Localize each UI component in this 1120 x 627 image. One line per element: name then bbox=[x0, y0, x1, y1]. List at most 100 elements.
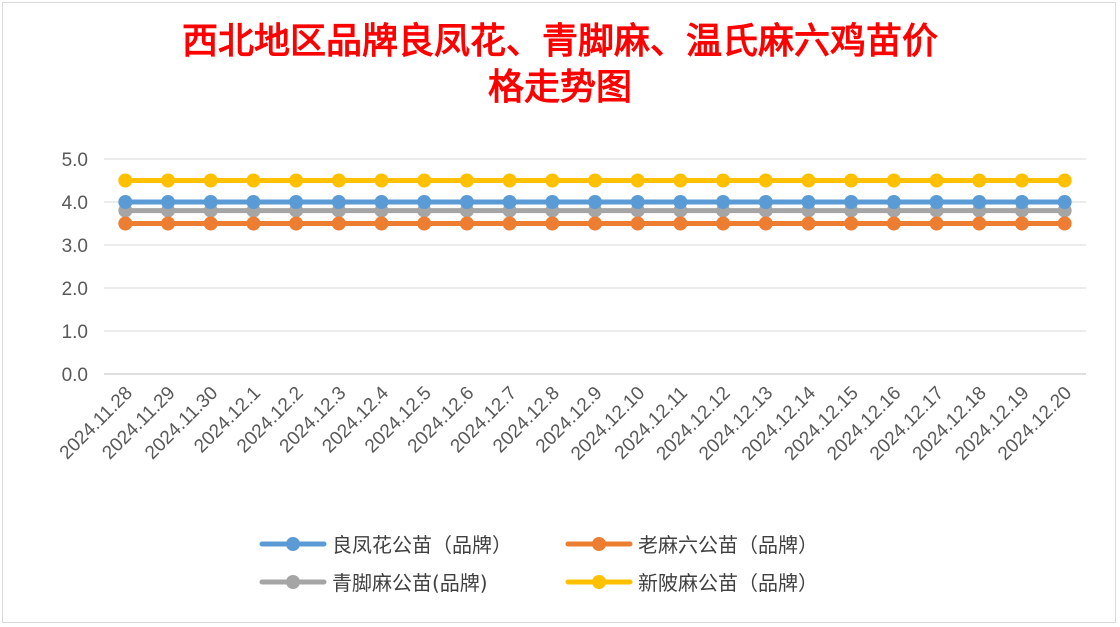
series-4 bbox=[118, 173, 1072, 188]
data-point bbox=[801, 195, 816, 209]
data-point bbox=[203, 173, 218, 188]
data-point bbox=[118, 173, 133, 188]
data-point bbox=[929, 216, 944, 231]
legend-item-1: 良凤花公苗（品牌） bbox=[259, 533, 512, 557]
data-point bbox=[289, 216, 304, 231]
data-point bbox=[246, 173, 261, 188]
data-point bbox=[161, 195, 176, 209]
data-point bbox=[374, 195, 389, 209]
data-point bbox=[289, 195, 304, 209]
data-point bbox=[758, 216, 773, 231]
data-point bbox=[203, 195, 218, 209]
data-point bbox=[929, 173, 944, 188]
data-point bbox=[289, 173, 304, 188]
data-point bbox=[886, 173, 901, 188]
legend-marker bbox=[286, 537, 300, 551]
legend: 良凤花公苗（品牌） 老麻六公苗（品牌） 青脚麻公苗(品牌) 新陂麻公苗（品牌） bbox=[259, 533, 818, 595]
y-tick-label: 1.0 bbox=[62, 322, 88, 343]
data-point bbox=[545, 195, 560, 209]
data-point bbox=[331, 173, 346, 188]
data-point bbox=[801, 173, 816, 188]
data-point bbox=[673, 216, 688, 231]
legend-item-2: 老麻六公苗（品牌） bbox=[565, 533, 818, 557]
data-point bbox=[417, 195, 432, 209]
data-point bbox=[588, 173, 602, 188]
chart-title-line-2: 格走势图 bbox=[487, 66, 632, 108]
legend-item-4: 新陂麻公苗（品牌） bbox=[565, 571, 818, 595]
data-point bbox=[1014, 173, 1029, 188]
data-point bbox=[1057, 173, 1072, 188]
legend-label: 老麻六公苗（品牌） bbox=[638, 533, 818, 557]
gridlines bbox=[104, 158, 1086, 375]
plot-area-series bbox=[118, 173, 1072, 231]
data-point bbox=[673, 173, 688, 188]
y-tick-label: 2.0 bbox=[62, 279, 88, 300]
y-tick-label: 5.0 bbox=[62, 150, 88, 171]
chart-title-line-1: 西北地区品牌良凤花、青脚麻、温氏麻六鸡苗价 bbox=[181, 20, 938, 62]
data-point bbox=[844, 216, 859, 231]
data-point bbox=[801, 216, 816, 231]
data-point bbox=[972, 173, 987, 188]
data-point bbox=[716, 216, 731, 231]
series-1 bbox=[118, 195, 1072, 209]
data-point bbox=[246, 195, 261, 209]
data-point bbox=[203, 216, 218, 231]
data-point bbox=[459, 216, 474, 231]
data-point bbox=[161, 173, 176, 188]
data-point bbox=[1057, 195, 1072, 209]
data-point bbox=[1014, 216, 1029, 231]
data-point bbox=[972, 216, 987, 231]
data-point bbox=[417, 173, 432, 188]
data-point bbox=[1057, 216, 1072, 231]
legend-marker bbox=[592, 537, 606, 551]
data-point bbox=[886, 195, 901, 209]
legend-label: 新陂麻公苗（品牌） bbox=[638, 571, 818, 595]
data-point bbox=[374, 173, 389, 188]
data-point bbox=[331, 216, 346, 231]
data-point bbox=[630, 216, 645, 231]
data-point bbox=[459, 195, 474, 209]
data-point bbox=[716, 195, 731, 209]
legend-label: 青脚麻公苗(品牌) bbox=[332, 571, 488, 595]
data-point bbox=[588, 216, 602, 231]
data-point bbox=[844, 195, 859, 209]
y-tick-label: 0.0 bbox=[62, 365, 88, 386]
data-point bbox=[972, 195, 987, 209]
data-point bbox=[1014, 195, 1029, 209]
y-axis-tick-labels: 0.0 1.0 2.0 3.0 4.0 5.0 bbox=[62, 150, 88, 386]
legend-label: 良凤花公苗（品牌） bbox=[332, 533, 512, 557]
data-point bbox=[118, 195, 133, 209]
data-point bbox=[758, 173, 773, 188]
data-point bbox=[716, 173, 731, 188]
data-point bbox=[502, 216, 517, 231]
legend-marker bbox=[286, 575, 300, 589]
legend-marker bbox=[592, 575, 606, 589]
data-point bbox=[246, 216, 261, 231]
data-point bbox=[758, 195, 773, 209]
data-point bbox=[331, 195, 346, 209]
data-point bbox=[459, 173, 474, 188]
data-point bbox=[886, 216, 901, 231]
x-axis-tick-labels: 2024.11.282024.11.292024.11.302024.12.12… bbox=[56, 382, 1076, 464]
data-point bbox=[161, 216, 176, 231]
y-tick-label: 3.0 bbox=[62, 236, 88, 257]
data-point bbox=[630, 173, 645, 188]
data-point bbox=[630, 195, 645, 209]
data-point bbox=[545, 216, 560, 231]
chart-title: 西北地区品牌良凤花、青脚麻、温氏麻六鸡苗价 格走势图 bbox=[0, 18, 1120, 110]
data-point bbox=[502, 195, 517, 209]
data-point bbox=[545, 173, 560, 188]
data-point bbox=[929, 195, 944, 209]
data-point bbox=[844, 173, 859, 188]
data-point bbox=[417, 216, 432, 231]
series-2 bbox=[118, 216, 1072, 231]
legend-item-3: 青脚麻公苗(品牌) bbox=[259, 571, 488, 595]
y-tick-label: 4.0 bbox=[62, 193, 88, 214]
data-point bbox=[673, 195, 688, 209]
data-point bbox=[502, 173, 517, 188]
data-point bbox=[374, 216, 389, 231]
data-point bbox=[118, 216, 133, 231]
data-point bbox=[588, 195, 602, 209]
